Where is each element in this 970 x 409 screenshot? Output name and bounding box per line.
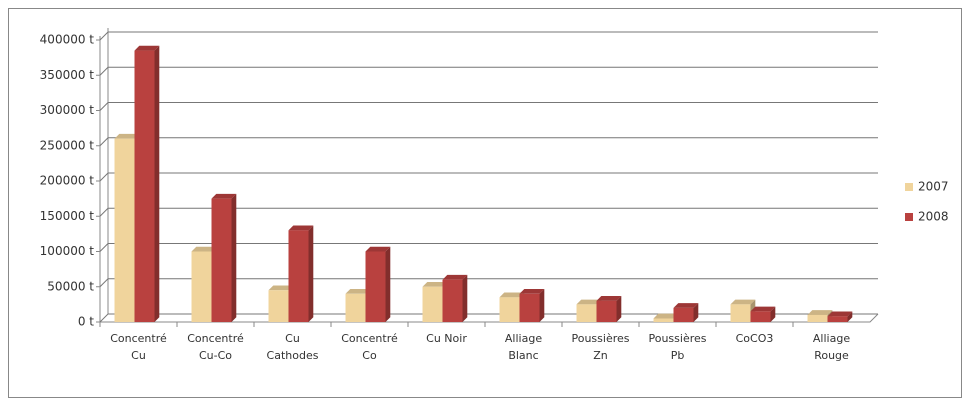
y-tick-label: 100000 t <box>40 244 95 258</box>
bar <box>134 50 155 322</box>
bar-side <box>385 246 391 322</box>
x-tick-label: Concentré Cu-Co <box>187 332 244 362</box>
bar-top <box>191 246 217 252</box>
legend-swatch <box>905 213 913 221</box>
bar <box>422 286 443 322</box>
bar-side <box>616 296 622 322</box>
bar-side <box>693 303 699 322</box>
legend-label: 2008 <box>918 210 949 224</box>
bar <box>750 311 771 322</box>
y-tick-label: 50000 t <box>47 279 94 293</box>
x-tick-label: CoCO3 <box>735 332 774 345</box>
x-tick-label: Concentré Co <box>341 332 398 362</box>
bar-top <box>114 133 140 139</box>
y-tick-label: 300000 t <box>40 103 95 117</box>
bar <box>365 251 386 322</box>
y-tick-label: 400000 t <box>40 33 95 47</box>
bar <box>114 138 135 322</box>
grid-depth <box>99 278 109 288</box>
bar-side <box>847 311 853 322</box>
x-tick-label: Cu Noir <box>426 332 467 345</box>
grid-depth <box>99 102 109 111</box>
grid-depth <box>99 207 109 217</box>
bar <box>730 304 751 322</box>
bar <box>673 307 694 322</box>
x-tick-label: Alliage Rouge <box>812 332 851 362</box>
bar-top <box>499 292 525 298</box>
bar-top <box>827 311 853 317</box>
bar-side <box>539 289 545 322</box>
grid-depth <box>99 172 109 182</box>
grid-depth <box>99 66 109 76</box>
bar-top <box>519 289 545 294</box>
x-tick-label: Cu Cathodes <box>266 332 319 362</box>
bar-top <box>730 299 756 305</box>
grid-depth <box>99 243 109 252</box>
bar-side <box>231 193 237 322</box>
legend-label: 2007 <box>918 180 949 194</box>
bar-top <box>268 285 294 291</box>
bar-top <box>442 274 468 280</box>
bar-top <box>365 246 391 252</box>
bar <box>211 198 232 322</box>
bar <box>653 318 674 322</box>
bar-top <box>653 313 679 319</box>
bar-top <box>134 45 160 51</box>
bar <box>442 279 463 322</box>
grid-depth <box>99 137 109 147</box>
bar-top <box>422 281 448 287</box>
bar <box>827 316 848 322</box>
legend-swatch <box>905 183 913 191</box>
bar-top <box>596 296 622 301</box>
grid-depth <box>99 313 109 323</box>
bar-top <box>750 306 776 312</box>
bar-top <box>211 193 237 199</box>
bar <box>345 293 366 322</box>
bar <box>268 290 289 322</box>
bar-side <box>462 274 468 322</box>
bar-side <box>770 306 776 322</box>
y-tick-label: 250000 t <box>40 138 95 152</box>
bar-top <box>345 289 371 294</box>
x-tick-label: Poussières Pb <box>648 332 707 362</box>
x-tick-label: Poussières Zn <box>571 332 630 362</box>
grid-depth <box>99 31 109 41</box>
y-tick-label: 150000 t <box>40 209 95 223</box>
bar-top <box>807 310 833 315</box>
bar <box>191 251 212 322</box>
x-tick-label: Concentré Cu <box>110 332 167 362</box>
y-tick-label: 0 t <box>78 315 94 329</box>
bar <box>807 314 828 322</box>
bar-top <box>576 299 602 305</box>
bar-top <box>673 303 699 308</box>
bar <box>576 304 597 322</box>
chart-border <box>8 8 962 398</box>
bar <box>596 300 617 322</box>
x-tick-label: Alliage Blanc <box>504 332 543 362</box>
y-tick-label: 200000 t <box>40 174 95 188</box>
bar <box>519 293 540 322</box>
y-tick-label: 350000 t <box>40 68 95 82</box>
bar <box>288 230 309 322</box>
bar-side <box>308 225 314 322</box>
bar <box>499 297 520 322</box>
bar-top <box>288 225 314 231</box>
bar-side <box>154 45 160 323</box>
